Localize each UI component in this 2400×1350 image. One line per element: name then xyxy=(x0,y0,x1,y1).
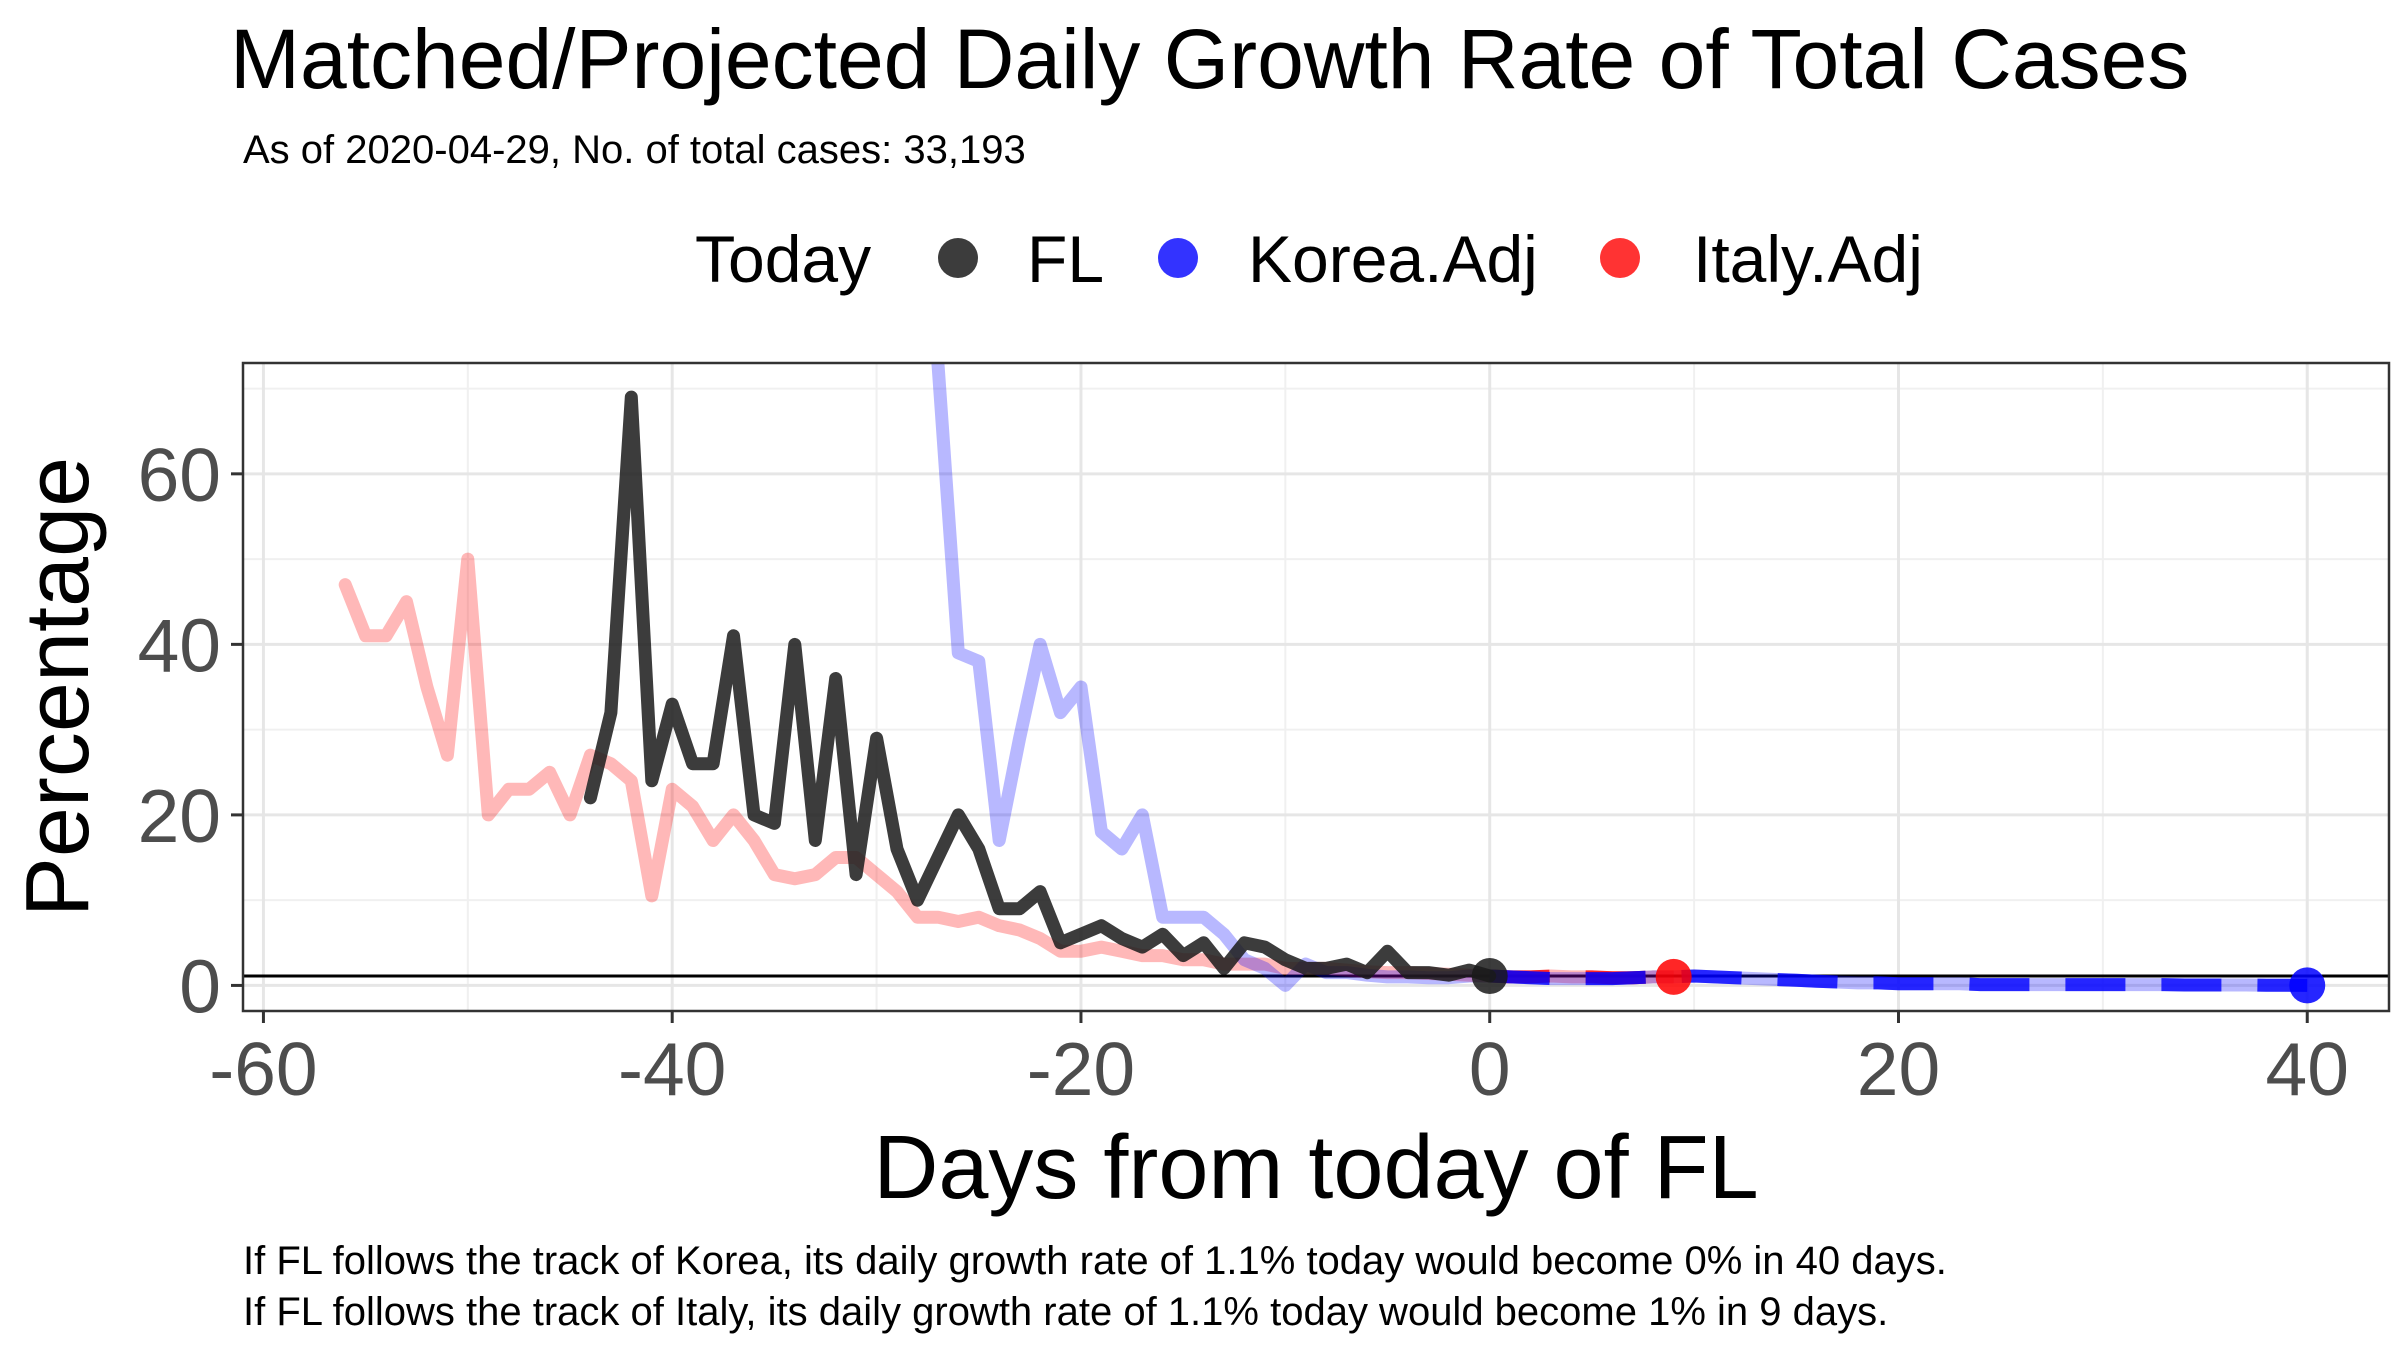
x-tick-label: -20 xyxy=(1027,1027,1135,1111)
legend-label-fl: FL xyxy=(1027,222,1104,296)
plot-border xyxy=(241,361,2391,1013)
axis-ticks: -60 -40 -20 0 20 40 0 20 40 60 xyxy=(138,433,2349,1111)
legend-key-italy xyxy=(1600,238,1640,278)
y-tick-label: 0 xyxy=(179,944,221,1028)
legend-label-italy: Italy.Adj xyxy=(1693,222,1923,296)
y-tick-label: 60 xyxy=(138,433,221,517)
endpoint-korea-adj xyxy=(2289,967,2326,1004)
x-tick-label: 40 xyxy=(2266,1027,2349,1111)
x-axis-title: Days from today of FL xyxy=(873,1118,1758,1218)
y-tick-label: 40 xyxy=(138,603,221,687)
chart-title: Matched/Projected Daily Growth Rate of T… xyxy=(230,12,2189,106)
legend: Today FL Korea.Adj Italy.Adj xyxy=(695,222,1923,296)
caption-korea: If FL follows the track of Korea, its da… xyxy=(243,1239,1947,1283)
x-tick-label: -40 xyxy=(618,1027,726,1111)
plot-area xyxy=(241,361,2391,1013)
y-tick-label: 20 xyxy=(138,774,221,858)
series-projection-dash-korea-adj xyxy=(1489,969,2308,992)
chart-subtitle: As of 2020-04-29, No. of total cases: 33… xyxy=(243,128,1026,172)
legend-key-korea xyxy=(1158,238,1198,278)
legend-key-fl xyxy=(938,238,978,278)
y-axis-title: Percentage xyxy=(8,457,108,917)
endpoint-layer xyxy=(1471,958,2326,1004)
x-tick-label: 0 xyxy=(1469,1027,1511,1111)
grid-lines xyxy=(243,363,2389,1011)
series-layer xyxy=(338,363,2308,992)
x-tick-label: -60 xyxy=(209,1027,317,1111)
legend-title: Today xyxy=(695,222,871,296)
endpoint-fl xyxy=(1471,958,1508,995)
series-line-fl xyxy=(583,390,1497,983)
plot-background xyxy=(243,363,2389,1011)
legend-label-korea: Korea.Adj xyxy=(1248,222,1538,296)
caption-italy: If FL follows the track of Italy, its da… xyxy=(243,1290,1888,1334)
x-tick-label: 20 xyxy=(1857,1027,1940,1111)
series-line-korea-adj xyxy=(931,363,1497,992)
endpoint-italy-adj xyxy=(1655,958,1692,995)
